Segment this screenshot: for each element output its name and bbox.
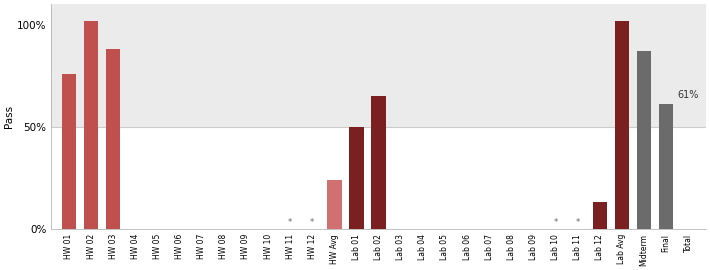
Text: 61%: 61% [677, 90, 699, 100]
Bar [593, 202, 607, 229]
Y-axis label: Pass: Pass [4, 105, 14, 128]
Bar [327, 180, 342, 229]
Bar [637, 51, 651, 229]
Bar [349, 127, 364, 229]
Text: *: * [310, 218, 315, 227]
Bar [106, 49, 121, 229]
Text: *: * [288, 218, 293, 227]
Bar [51, 4, 706, 127]
Text: *: * [576, 218, 579, 227]
Bar [659, 104, 673, 229]
Bar [615, 21, 629, 229]
Bar [51, 127, 706, 229]
Bar [62, 74, 76, 229]
Text: *: * [553, 218, 557, 227]
Bar [84, 21, 98, 229]
Bar [371, 96, 386, 229]
